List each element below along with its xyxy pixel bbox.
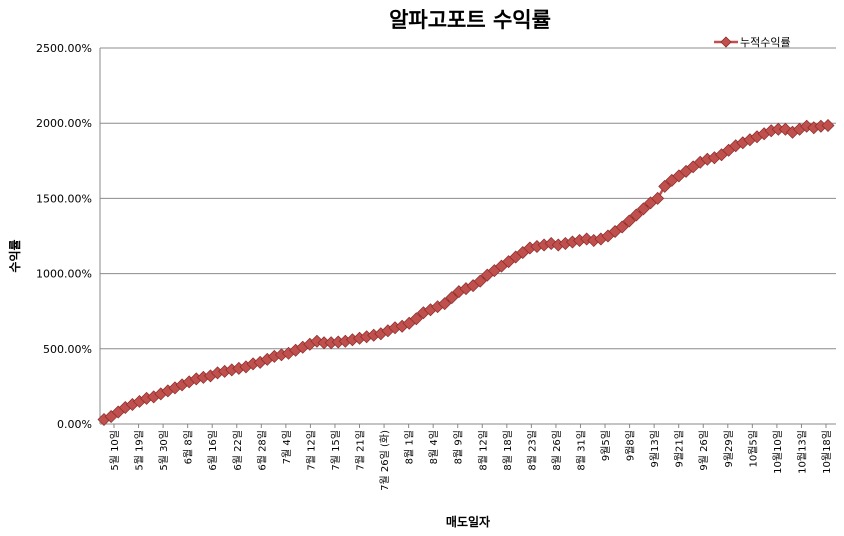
data-point-marker: [636, 202, 650, 216]
x-tick-label: 10월5일: [747, 430, 759, 468]
x-tick-label: 9월21일: [674, 430, 686, 468]
x-tick-label: 9월5일: [600, 430, 612, 461]
x-tick-label: 9월 26일: [698, 430, 710, 471]
x-tick-label: 8월 12일: [477, 430, 489, 471]
gridlines: [100, 47, 836, 350]
legend-diamond-marker: [720, 36, 732, 48]
data-point-marker: [580, 232, 594, 246]
legend-label: 누적수익률: [740, 36, 791, 49]
y-tick-label: 1500.00%: [36, 192, 92, 205]
y-tick-label: 0.00%: [57, 418, 92, 431]
x-tick-label: 9월29일: [723, 430, 735, 468]
x-tick-label: 7월 26일 (화): [379, 430, 391, 491]
x-tick-label: 9월8일: [625, 430, 637, 461]
x-tick-label: 10월10일: [772, 430, 784, 474]
x-tick-label: 9월13일: [649, 430, 661, 468]
x-tick-label: 10월13일: [796, 430, 808, 474]
y-tick-label: 500.00%: [43, 343, 92, 356]
data-point-marker: [622, 214, 636, 228]
x-tick-label: 5월 30일: [158, 430, 170, 471]
y-axis-label: 수익률: [8, 239, 22, 272]
data-point-marker: [821, 118, 835, 132]
x-tick-label: 7월 15일: [330, 430, 342, 471]
y-tick-label: 1000.00%: [36, 268, 92, 281]
data-point-marker: [778, 122, 792, 136]
x-tick-label: 8월 26일: [551, 430, 563, 471]
legend: 누적수익률: [714, 36, 791, 49]
x-tick-label: 8월 18일: [502, 430, 514, 471]
x-tick-label: 7월 12일: [305, 430, 317, 471]
x-tick-label: 6월 28일: [256, 430, 268, 471]
data-point-marker: [445, 291, 459, 305]
x-tick-label: 5월 10일: [109, 430, 121, 471]
series-line-cumulative-return: [97, 118, 835, 426]
data-point-marker: [658, 179, 672, 193]
x-tick-label: 8월 23일: [526, 430, 538, 471]
data-point-marker: [800, 119, 814, 133]
data-point-marker: [438, 297, 452, 311]
x-tick-label: 8월 31일: [575, 430, 587, 471]
y-tick-label: 2000.00%: [36, 117, 92, 130]
x-axis-label: 매도일자: [446, 514, 490, 529]
x-tick-labels: 5월 10일 5월 19일 5월 30일 6월 8일 6월 16일 6월 22일 6월 28…: [109, 424, 833, 491]
x-tick-label: 6월 16일: [207, 430, 219, 471]
x-tick-label: 8월 1일: [404, 430, 416, 464]
data-point-marker: [409, 312, 423, 326]
data-point-marker: [629, 208, 643, 222]
x-tick-label: 5월 19일: [134, 430, 146, 471]
data-point-marker: [473, 274, 487, 288]
y-tick-label: 2500.00%: [36, 42, 92, 55]
x-tick-label: 8월 4일: [428, 430, 440, 464]
data-point-marker: [651, 191, 665, 205]
x-tick-label: 6월 8일: [183, 430, 195, 464]
x-tick-label: 10월18일: [821, 430, 833, 474]
x-tick-label: 8월 9일: [453, 430, 465, 464]
y-tick-labels: 0.00% 500.00% 1000.00% 1500.00% 2000.00% 2500…: [36, 42, 92, 431]
x-tick-label: 7월 4일: [281, 430, 293, 464]
chart-title: 알파고포트 수익률: [389, 8, 551, 32]
x-tick-label: 6월 22일: [232, 430, 244, 471]
data-point-marker: [615, 220, 629, 234]
x-tick-label: 7월 21일: [355, 430, 367, 471]
